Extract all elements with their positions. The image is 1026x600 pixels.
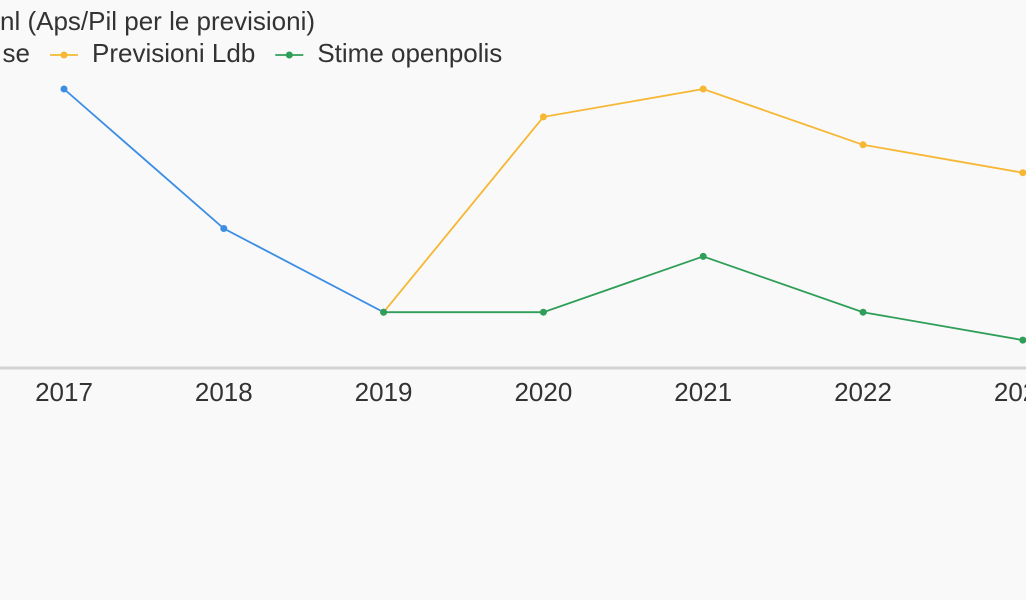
point: [699, 252, 707, 260]
legend-marker-dot: [60, 51, 68, 59]
series-line: [63, 88, 385, 313]
legend-label: se: [3, 38, 30, 68]
point: [1019, 169, 1026, 177]
point: [380, 308, 388, 316]
chart-title: nl (Aps/Pil per le previsioni): [0, 6, 315, 36]
legend-label: Stime openpolis: [317, 38, 502, 68]
x-tick-label: 2021: [674, 377, 732, 407]
point: [699, 85, 707, 93]
point: [60, 85, 68, 93]
point: [1019, 336, 1026, 344]
point: [539, 308, 547, 316]
point: [859, 308, 867, 316]
x-tick-label: 2018: [195, 377, 253, 407]
x-tick-label: 2019: [355, 377, 413, 407]
x-tick-label: 2023: [994, 377, 1026, 407]
point: [539, 113, 547, 121]
x-tick-label: 2017: [35, 377, 93, 407]
series-line: [382, 88, 1023, 313]
legend-label: Previsioni Ldb: [92, 38, 255, 68]
point: [220, 225, 228, 232]
series-line: [383, 255, 1023, 341]
x-tick-label: 2022: [834, 377, 892, 407]
x-tick-label: 2020: [514, 377, 572, 407]
point: [859, 141, 867, 149]
legend-marker-dot: [285, 51, 293, 59]
